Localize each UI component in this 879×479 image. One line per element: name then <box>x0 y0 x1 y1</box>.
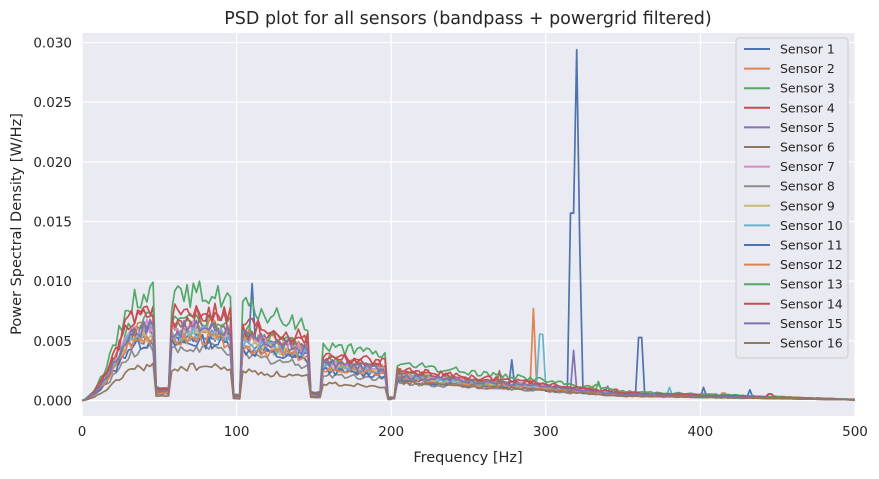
legend-label: Sensor 15 <box>780 316 843 331</box>
y-tick-label: 0.025 <box>33 95 72 111</box>
x-axis-label: Frequency [Hz] <box>413 450 522 466</box>
legend-label: Sensor 6 <box>780 140 835 155</box>
legend-label: Sensor 10 <box>780 218 843 233</box>
legend-label: Sensor 7 <box>780 159 835 174</box>
chart-title: PSD plot for all sensors (bandpass + pow… <box>224 9 711 29</box>
x-tick-label: 500 <box>842 424 868 440</box>
legend-label: Sensor 11 <box>780 238 843 253</box>
legend-label: Sensor 9 <box>780 198 835 213</box>
x-tick-label: 100 <box>224 424 250 440</box>
legend-label: Sensor 2 <box>780 61 835 76</box>
legend-label: Sensor 13 <box>780 277 843 292</box>
legend-label: Sensor 5 <box>780 120 835 135</box>
x-tick-label: 300 <box>533 424 559 440</box>
legend-label: Sensor 3 <box>780 81 835 96</box>
y-tick-label: 0.020 <box>33 155 72 171</box>
y-tick-labels: 0.000 0.005 0.010 0.015 0.020 0.025 0.030 <box>33 36 72 410</box>
x-tick-label: 400 <box>688 424 714 440</box>
y-tick-label: 0.015 <box>33 215 72 231</box>
legend-label: Sensor 1 <box>780 42 835 57</box>
y-tick-label: 0.000 <box>33 393 72 409</box>
y-axis-label: Power Spectral Density [W/Hz] <box>9 113 25 335</box>
y-tick-label: 0.030 <box>33 36 72 52</box>
legend-label: Sensor 16 <box>780 336 843 351</box>
x-tick-label: 0 <box>78 424 87 440</box>
legend-label: Sensor 14 <box>780 296 843 311</box>
x-tick-labels: 0 100 200 300 400 500 <box>78 424 868 440</box>
y-tick-label: 0.010 <box>33 274 72 290</box>
x-tick-label: 200 <box>378 424 404 440</box>
legend-label: Sensor 4 <box>780 100 835 115</box>
legend-label: Sensor 12 <box>780 257 843 272</box>
y-tick-label: 0.005 <box>33 334 72 350</box>
legend-label: Sensor 8 <box>780 179 835 194</box>
legend: Sensor 1 Sensor 2 Sensor 3 Sensor 4 Sensor 5… <box>736 38 848 358</box>
